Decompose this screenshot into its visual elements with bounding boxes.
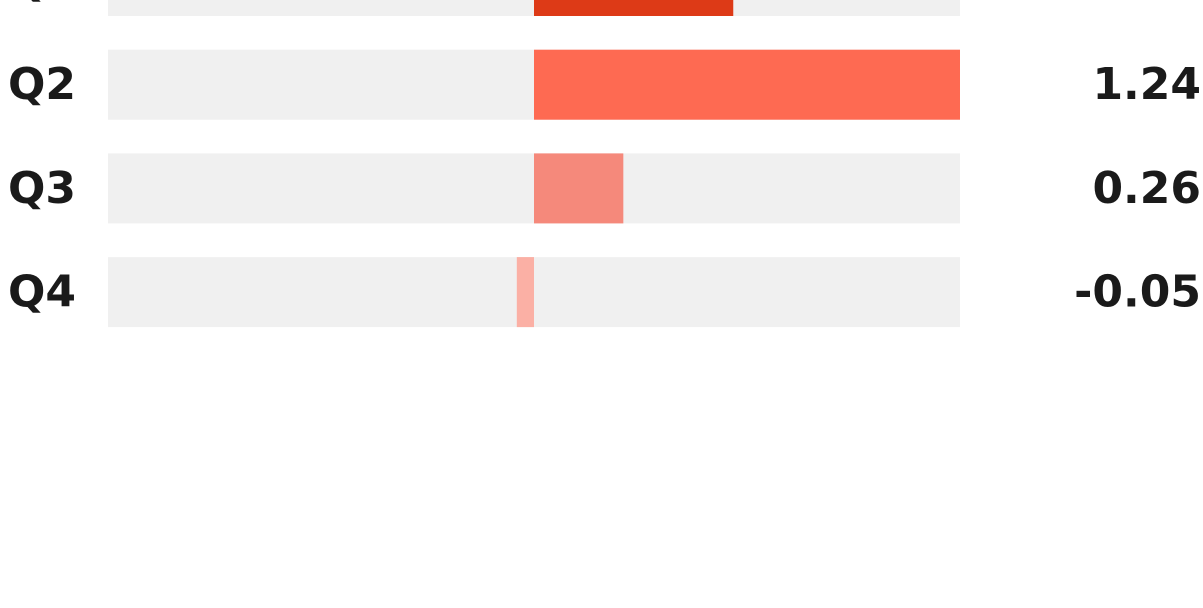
category-label: Q3: [8, 163, 76, 214]
bar-q1: [534, 0, 734, 16]
bar-q3: [534, 153, 624, 224]
value-label: 1.24: [1092, 59, 1201, 110]
category-label: Q2: [8, 59, 76, 110]
value-label: 0.26: [1092, 163, 1201, 214]
bar-q2: [534, 49, 960, 120]
value-label: 0.58: [1092, 0, 1201, 7]
category-label: Q1: [8, 0, 76, 7]
bar-q4: [516, 257, 534, 328]
value-label: -0.05: [1074, 267, 1201, 318]
category-label: Q4: [8, 267, 76, 318]
